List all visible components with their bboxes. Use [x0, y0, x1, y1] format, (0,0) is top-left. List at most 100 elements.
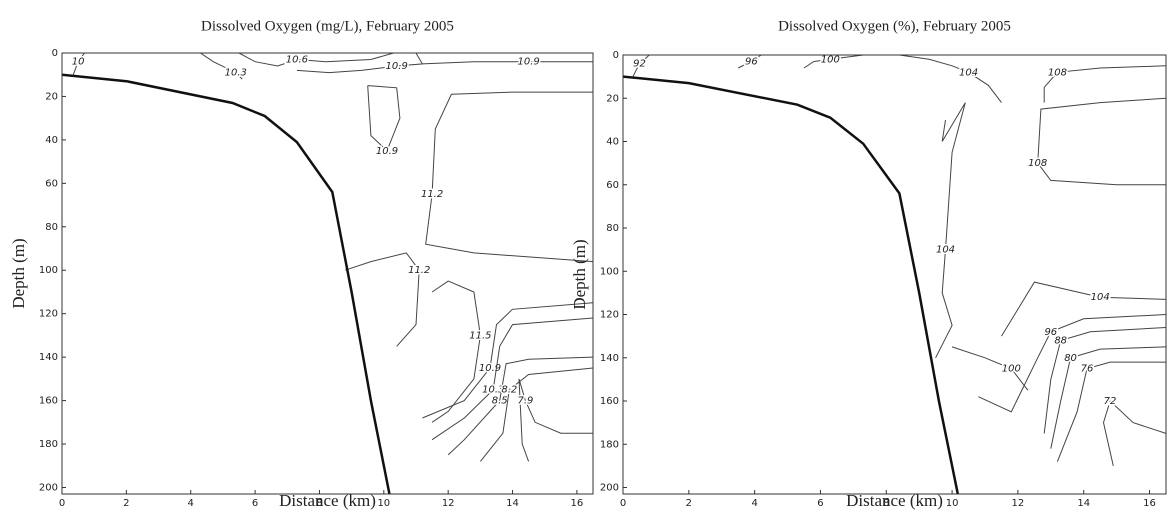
contour-label: 10.3 — [225, 68, 247, 79]
contour-line — [1043, 327, 1166, 434]
contour-line — [1050, 346, 1166, 449]
x-tick-label: 14 — [506, 498, 519, 509]
y-tick-label: 60 — [45, 178, 58, 189]
y-axis-label: Depth (m) — [570, 239, 589, 309]
contour-line — [296, 53, 424, 74]
y-tick-label: 20 — [45, 91, 58, 102]
x-tick-label: 16 — [1143, 498, 1156, 509]
contour-label: 92 — [633, 59, 646, 70]
x-tick-label: 6 — [252, 498, 258, 509]
x-tick-label: 8 — [883, 498, 889, 509]
x-axis-label: Distance (km) — [846, 491, 943, 510]
contour-label: 11.5 — [469, 330, 491, 341]
contour-line — [422, 61, 593, 65]
x-tick-label: 2 — [686, 498, 692, 509]
contour-label: 8.2 — [501, 385, 517, 396]
y-tick-label: 80 — [606, 223, 619, 234]
x-tick-label: 8 — [316, 498, 322, 509]
x-tick-label: 10 — [946, 498, 959, 509]
contour-label: 10.9 — [386, 61, 408, 72]
contour-label: 10.3 — [482, 385, 504, 396]
y-tick-label: 40 — [606, 137, 619, 148]
plot-frame — [622, 54, 1167, 495]
y-tick-label: 200 — [600, 483, 619, 494]
contour-label: 10.6 — [286, 55, 308, 66]
x-tick-label: 12 — [1012, 498, 1025, 509]
x-tick-label: 12 — [442, 498, 455, 509]
contour-label: 7.9 — [517, 396, 533, 407]
y-tick-label: 160 — [39, 396, 58, 407]
y-tick-label: 60 — [606, 180, 619, 191]
y-tick-label: 200 — [39, 482, 58, 493]
contour-label: 96 — [745, 56, 758, 67]
contour-label: 80 — [1064, 353, 1077, 364]
contour-line — [72, 53, 85, 75]
contour-label: 10.9 — [376, 146, 398, 157]
contour-label: 100 — [1002, 364, 1021, 375]
y-tick-label: 0 — [52, 48, 58, 59]
y-tick-label: 120 — [600, 310, 619, 321]
y-axis-label: Depth (m) — [9, 238, 28, 308]
contour-line — [632, 55, 650, 77]
x-tick-label: 4 — [188, 498, 194, 509]
contour-line — [425, 91, 593, 263]
x-tick-label: 6 — [817, 498, 823, 509]
contour-line — [1056, 361, 1166, 462]
contour-label: 10.9 — [518, 57, 540, 68]
plot-frame — [61, 52, 594, 495]
contour-line — [345, 252, 420, 347]
contour-label: 104 — [959, 67, 978, 78]
contour-line — [1037, 97, 1166, 186]
contour-label: 72 — [1104, 396, 1117, 407]
contour-line — [431, 317, 593, 441]
contour-label: 100 — [821, 54, 840, 65]
contour-label: 11.2 — [421, 189, 443, 200]
x-tick-label: 0 — [620, 498, 626, 509]
y-tick-label: 100 — [600, 266, 619, 277]
y-tick-label: 0 — [613, 50, 619, 61]
contour-line — [951, 346, 1029, 391]
y-tick-label: 80 — [45, 222, 58, 233]
x-axis-label: Distance (km) — [279, 491, 376, 510]
y-tick-label: 140 — [600, 353, 619, 364]
contour-line — [238, 53, 394, 67]
bathymetry-line — [623, 75, 960, 494]
contour-label: 104 — [936, 245, 955, 256]
y-tick-label: 160 — [600, 396, 619, 407]
x-tick-label: 2 — [123, 498, 129, 509]
contour-label: 10.9 — [479, 363, 501, 374]
contour-label: 10 — [72, 57, 85, 68]
contour-label: 108 — [1028, 158, 1047, 169]
contour-line — [935, 102, 966, 359]
y-tick-label: 140 — [39, 352, 58, 363]
contour-label: 8.5 — [492, 396, 508, 407]
contour-line — [200, 53, 243, 80]
contour-line — [803, 55, 864, 69]
y-tick-label: 40 — [45, 135, 58, 146]
contour-label: 96 — [1044, 327, 1057, 338]
contour-line — [431, 280, 481, 423]
contour-line — [978, 314, 1166, 413]
x-tick-label: 16 — [571, 498, 584, 509]
contour-label: 76 — [1081, 364, 1094, 375]
contour-line — [518, 378, 593, 462]
y-tick-label: 100 — [39, 265, 58, 276]
y-tick-label: 180 — [39, 439, 58, 450]
contour-line — [1043, 65, 1166, 103]
contour-label: 104 — [1091, 292, 1110, 303]
contour-label: 108 — [1048, 67, 1067, 78]
chart-title: Dissolved Oxygen (%), February 2005 — [778, 18, 1011, 34]
contour-line — [480, 367, 593, 462]
contour-line — [899, 55, 1002, 103]
x-tick-label: 10 — [377, 498, 390, 509]
contour-label: 11.2 — [408, 265, 430, 276]
contour-line — [737, 55, 762, 69]
contour-label: 88 — [1054, 335, 1067, 346]
contour-line — [367, 85, 401, 152]
y-tick-label: 120 — [39, 309, 58, 320]
contour-line — [422, 302, 593, 419]
chart-title: Dissolved Oxygen (mg/L), February 2005 — [201, 18, 454, 34]
x-tick-label: 14 — [1077, 498, 1090, 509]
